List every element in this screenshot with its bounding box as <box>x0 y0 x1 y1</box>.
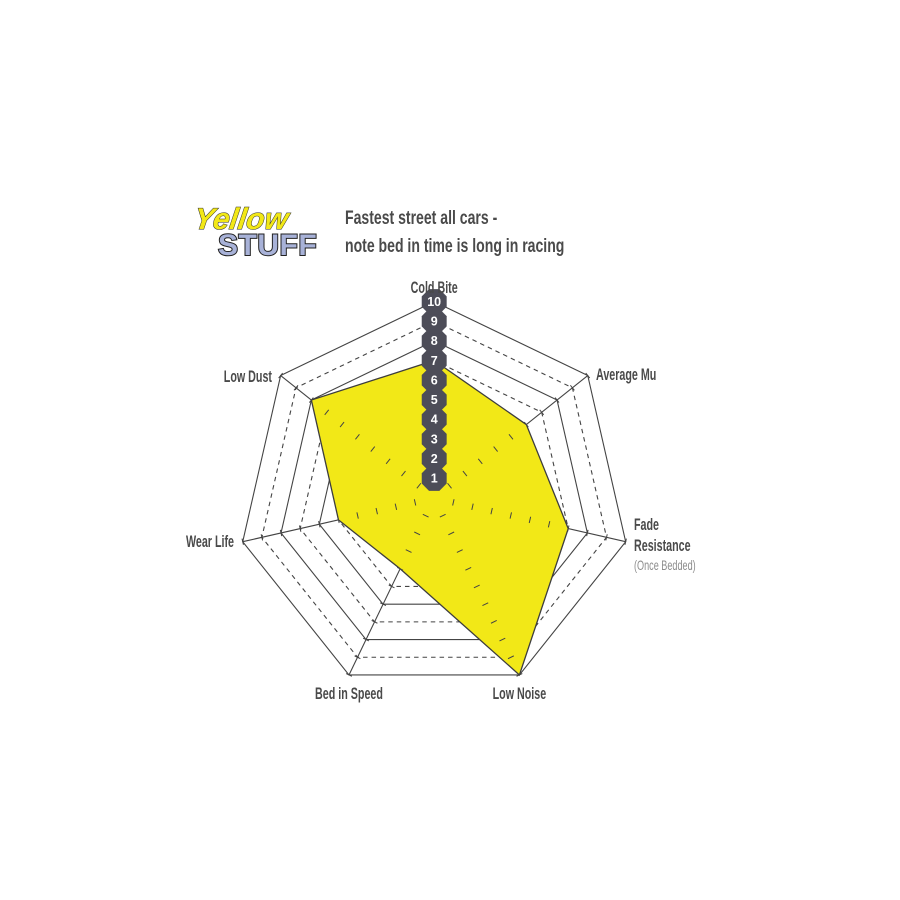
svg-text:(Once Bedded): (Once Bedded) <box>634 557 696 574</box>
svg-text:Low Noise: Low Noise <box>493 684 547 703</box>
svg-text:Average Mu: Average Mu <box>596 365 656 384</box>
svg-text:8: 8 <box>431 334 438 348</box>
svg-text:5: 5 <box>431 393 438 407</box>
svg-text:Wear Life: Wear Life <box>186 532 234 551</box>
svg-text:Cold Bite: Cold Bite <box>411 278 458 297</box>
svg-text:3: 3 <box>431 432 438 446</box>
svg-text:Fade: Fade <box>634 515 659 534</box>
svg-text:9: 9 <box>431 315 438 329</box>
svg-text:7: 7 <box>431 354 438 368</box>
svg-text:Fastest street all cars -: Fastest street all cars - <box>345 207 497 229</box>
svg-text:6: 6 <box>431 373 438 387</box>
svg-text:10: 10 <box>427 295 441 309</box>
svg-text:note bed in time is long in ra: note bed in time is long in racing <box>345 235 564 257</box>
svg-text:1: 1 <box>431 472 438 486</box>
svg-text:Low Dust: Low Dust <box>224 367 273 386</box>
svg-text:4: 4 <box>431 413 438 427</box>
svg-text:STUFF: STUFF <box>218 229 317 262</box>
svg-text:Bed in Speed: Bed in Speed <box>315 684 383 703</box>
svg-text:Resistance: Resistance <box>634 536 691 555</box>
svg-text:2: 2 <box>431 452 438 466</box>
